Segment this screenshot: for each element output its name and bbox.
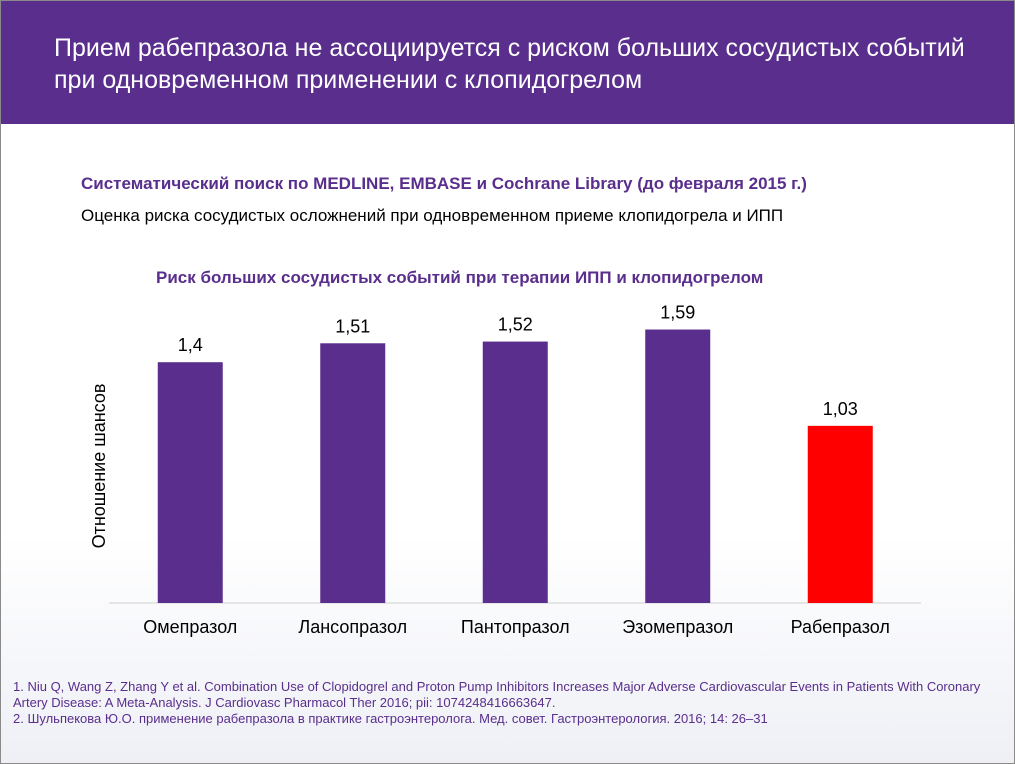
data-label-1: 1,4 xyxy=(178,335,203,355)
footnotes: 1. Niu Q, Wang Z, Zhang Y et al. Combina… xyxy=(13,679,1003,727)
bar-1 xyxy=(157,362,223,603)
bar-4 xyxy=(645,329,711,603)
y-axis-label: Отношение шансов xyxy=(89,384,109,549)
bars-group: 1,4 Омепразол 1,51 Лансопразол 1,52 Пантопраз… xyxy=(143,303,890,637)
search-heading: Систематический поиск по MEDLINE, EMBASE… xyxy=(81,174,807,193)
footnote-2: 2. Шульпекова Ю.О. применение рабепразол… xyxy=(13,711,768,726)
chart-title: Риск больших сосудистых событий при тера… xyxy=(156,268,764,287)
header-banner: Прием рабепразола не ассоциируется с рис… xyxy=(1,1,1014,124)
x-tick-label-2: Лансопразол xyxy=(298,617,407,637)
bar-3 xyxy=(482,341,548,603)
data-label-2: 1,51 xyxy=(335,316,370,336)
data-label-3: 1,52 xyxy=(498,315,533,335)
data-label-4: 1,59 xyxy=(660,303,695,323)
search-description: Оценка риска сосудистых осложнений при о… xyxy=(81,206,784,225)
bar-5 xyxy=(807,425,873,603)
x-tick-label-5: Рабепразол xyxy=(791,617,890,637)
x-tick-label-3: Пантопразол xyxy=(461,617,570,637)
x-tick-label-4: Эзомепразол xyxy=(622,617,733,637)
footnote-1: 1. Niu Q, Wang Z, Zhang Y et al. Combina… xyxy=(13,679,981,710)
x-tick-label-1: Омепразол xyxy=(143,617,237,637)
slide-title: Прием рабепразола не ассоциируется с рис… xyxy=(54,34,965,94)
data-label-5: 1,03 xyxy=(823,399,858,419)
bar-2 xyxy=(320,343,386,603)
